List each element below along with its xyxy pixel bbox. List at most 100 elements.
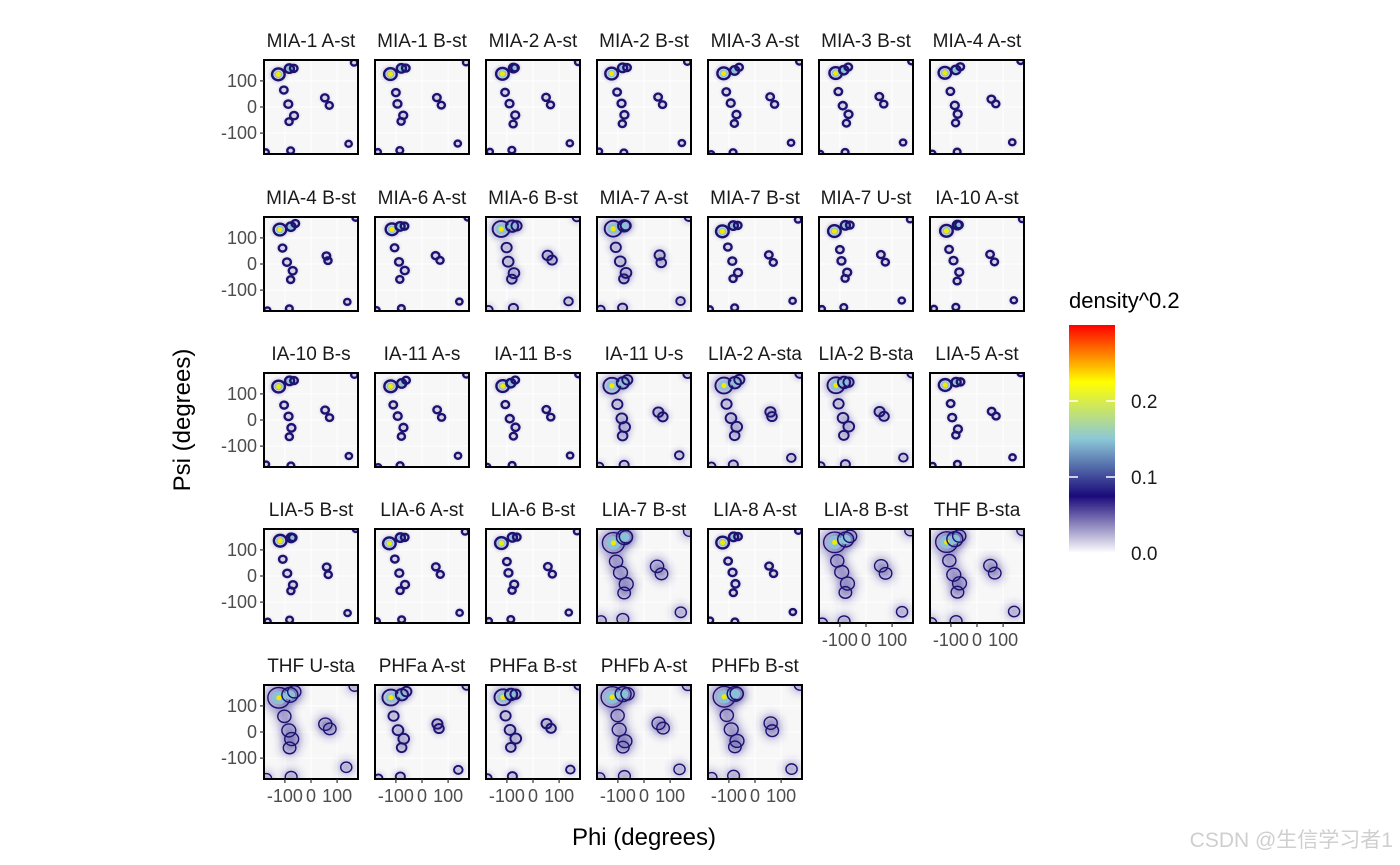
density-contour [836, 375, 852, 390]
density-peak [276, 383, 282, 390]
density-contour [612, 565, 629, 580]
density-contour [786, 138, 796, 147]
facet-title: MIA-7 B-st [710, 188, 800, 209]
density-peak [721, 70, 727, 76]
density-contour [722, 242, 733, 252]
density-contour [277, 709, 292, 724]
density-contour [617, 302, 629, 311]
density-core [729, 689, 741, 699]
density-core [619, 532, 630, 542]
facet-panel: LIA-5 B-st [263, 500, 359, 624]
facet-panel: LIA-5 A-st [929, 344, 1025, 468]
facet-title: THF B-sta [934, 500, 1021, 521]
density-halo [947, 613, 965, 623]
density-contour [617, 119, 628, 129]
density-contour [945, 86, 956, 97]
facet-panel: LIA-2 B-sta [818, 344, 914, 468]
panel-border [929, 59, 1025, 155]
x-tick-label: -100 [489, 786, 525, 806]
density-contour [682, 529, 691, 537]
density-contour [617, 769, 632, 779]
facet-title: PHFb A-st [601, 656, 688, 677]
density-contour [840, 147, 850, 154]
facet-title: MIA-3 A-st [711, 31, 800, 52]
facet-panel: MIA-7 U-st [818, 188, 914, 312]
density-contour [656, 721, 671, 735]
density-contour [675, 296, 686, 307]
density-contour [727, 459, 739, 467]
density-contour [729, 686, 745, 701]
density-peak [720, 539, 726, 546]
density-contour [597, 147, 604, 154]
facet-title: IA-11 U-s [605, 344, 684, 365]
density-contour [277, 554, 288, 565]
density-contour [509, 732, 523, 745]
density-contour [620, 687, 635, 701]
density-contour [842, 376, 855, 388]
density-contour [503, 723, 517, 736]
facet-title: LIA-7 B-st [602, 500, 687, 521]
density-contour [720, 398, 733, 410]
facet-title: MIA-4 A-st [933, 31, 1022, 52]
panel-border [596, 528, 692, 624]
facet-title: IA-10 A-st [935, 188, 1019, 209]
facet-title: IA-11 A-s [384, 344, 461, 365]
density-contour [510, 422, 521, 433]
x-axis-label: Phi (degrees) [572, 824, 716, 851]
density-contour [728, 274, 738, 284]
facet-title: MIA-1 A-st [267, 31, 356, 52]
density-contour [614, 686, 632, 703]
density-contour [436, 100, 447, 110]
facet-title: LIA-6 B-st [491, 500, 576, 521]
density-contour [837, 100, 848, 111]
density-contour [264, 460, 271, 467]
density-contour [653, 92, 664, 102]
x-tick-label: -100 [933, 630, 969, 650]
x-tick-label: 0 [528, 786, 538, 806]
density-contour [840, 273, 850, 283]
density-halo [614, 611, 632, 623]
facet-title: PHFa A-st [379, 656, 466, 677]
density-contour [1017, 217, 1024, 224]
density-contour [895, 605, 909, 618]
density-contour [952, 147, 962, 154]
density-contour [618, 459, 630, 467]
density-contour [945, 398, 956, 409]
density-contour [708, 616, 715, 623]
density-contour [286, 461, 296, 467]
density-contour [719, 708, 735, 723]
density-contour [952, 459, 962, 467]
panel-border [374, 59, 470, 155]
density-halo [725, 767, 742, 779]
density-contour [836, 255, 847, 266]
density-contour [733, 373, 746, 386]
density-contour [283, 375, 296, 387]
density-contour [952, 276, 962, 286]
density-contour [619, 266, 633, 279]
density-contour [785, 763, 798, 775]
density-contour [878, 566, 893, 580]
density-contour [453, 451, 463, 460]
density-peak [389, 226, 395, 232]
y-tick-label: 0 [247, 97, 257, 117]
density-contour [318, 717, 333, 732]
facet-title: PHFa B-st [489, 656, 577, 677]
density-contour [344, 139, 353, 148]
density-contour [284, 432, 295, 442]
facet-panel: LIA-6 A-st [374, 500, 470, 624]
density-contour [290, 218, 301, 229]
density-peak [943, 228, 950, 234]
density-contour [616, 62, 629, 74]
facet-title: MIA-6 A-st [378, 188, 467, 209]
density-contour [392, 411, 403, 421]
density-contour [435, 569, 446, 579]
density-contour [509, 688, 522, 700]
density-contour [819, 304, 827, 311]
density-contour [288, 63, 299, 74]
y-tick-label: -100 [221, 123, 257, 143]
density-contour [545, 722, 557, 734]
legend-tick-label: 0.2 [1131, 392, 1157, 413]
y-tick-label: -100 [221, 592, 257, 612]
density-contour [282, 568, 293, 579]
facet-title: LIA-8 B-st [824, 500, 909, 521]
